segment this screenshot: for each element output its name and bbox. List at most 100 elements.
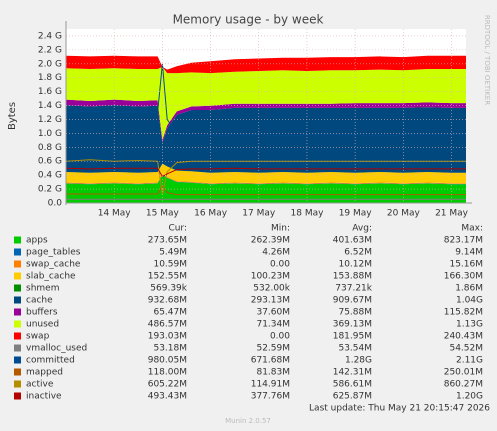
legend-stat: 980.05M <box>148 356 187 366</box>
legend-stat: 240.43M <box>444 332 483 342</box>
legend-stat: 53.18M <box>153 344 187 354</box>
x-tick-label: 18 May <box>291 209 325 219</box>
legend-label: active <box>26 380 54 390</box>
y-tick-label: 1.6 G <box>38 87 62 97</box>
legend-stat: 10.59M <box>153 260 187 270</box>
legend-stat: 142.31M <box>333 368 372 378</box>
legend-stat: 860.27M <box>444 380 483 390</box>
legend-stat: 569.39k <box>150 284 187 294</box>
y-tick-label: 1.8 G <box>38 73 62 83</box>
line <box>65 63 466 137</box>
legend-swatch <box>14 320 21 328</box>
x-tick-label: 15 May <box>146 209 180 219</box>
legend-stat: 532.00k <box>253 284 290 294</box>
legend-header: Max: <box>461 224 483 234</box>
y-axis-label: Bytes <box>7 102 18 130</box>
legend-header: Min: <box>271 224 290 234</box>
legend-label: swap <box>26 332 50 342</box>
area <box>66 105 466 173</box>
legend-stat: 671.68M <box>251 356 290 366</box>
legend-stat: 486.57M <box>148 320 187 330</box>
legend-stat: 52.59M <box>256 344 290 354</box>
legend-stat: 153.88M <box>333 272 372 282</box>
legend-swatch <box>14 296 21 304</box>
y-tick-label: 1.2 G <box>38 115 62 125</box>
y-tick-label: 2.2 G <box>38 45 62 55</box>
legend-stat: 1.04G <box>456 296 483 306</box>
legend-stat: 15.16M <box>449 260 483 270</box>
x-tick-label: 14 May <box>98 209 132 219</box>
area <box>66 66 466 140</box>
legend-stat: 118.00M <box>148 368 187 378</box>
area <box>66 175 466 203</box>
legend-stat: 54.52M <box>449 344 483 354</box>
x-tick-label: 20 May <box>387 209 421 219</box>
legend-stat: 37.60M <box>256 308 290 318</box>
area <box>66 55 466 74</box>
legend-header: Avg: <box>352 224 372 234</box>
legend-label: buffers <box>26 308 58 318</box>
legend-stat: 493.43M <box>148 392 187 402</box>
legend-swatch <box>14 272 21 280</box>
y-tick-label: 1.4 G <box>38 101 62 111</box>
legend-stat: 65.47M <box>153 308 187 318</box>
legend-label: committed <box>26 356 75 366</box>
line <box>66 184 466 196</box>
y-tick-label: 2.4 G <box>38 31 62 41</box>
legend-swatch <box>14 284 21 292</box>
y-tick-label: 1.0 G <box>38 129 62 139</box>
legend-stat: 250.01M <box>444 368 483 378</box>
y-tick-label: 0.6 G <box>38 157 62 167</box>
legend-stat: 10.12M <box>338 260 372 270</box>
legend-stat: 9.14M <box>455 248 483 258</box>
legend-stat: 909.67M <box>333 296 372 306</box>
legend-swatch <box>14 260 21 268</box>
legend-label: inactive <box>26 392 62 402</box>
legend-header: Cur: <box>168 224 187 234</box>
legend-stat: 152.55M <box>148 272 187 282</box>
legend-stat: 737.21k <box>335 284 372 294</box>
legend-label: page_tables <box>26 248 81 258</box>
legend-swatch <box>14 344 21 352</box>
legend-swatch <box>14 356 21 364</box>
legend-stat: 262.39M <box>251 236 290 246</box>
legend-stat: 4.26M <box>262 248 290 258</box>
legend-stat: 1.86M <box>455 284 483 294</box>
y-tick-label: 0.2 G <box>38 185 62 195</box>
area <box>66 163 466 184</box>
x-tick-label: 17 May <box>242 209 276 219</box>
legend-stat: 5.49M <box>159 248 187 258</box>
y-tick-label: 0.4 G <box>38 171 62 181</box>
legend-stat: 586.61M <box>333 380 372 390</box>
last-update: Last update: Thu May 21 20:15:47 2026 <box>309 404 490 414</box>
legend-stat: 166.30M <box>444 272 483 282</box>
legend-label: unused <box>26 320 59 330</box>
legend-swatch <box>14 236 21 244</box>
y-tick-label: 0.0 <box>48 199 63 209</box>
legend-stat: 0.00 <box>270 332 290 342</box>
legend-label: swap_cache <box>26 260 81 270</box>
legend-stat: 193.03M <box>148 332 187 342</box>
legend-stat: 53.54M <box>338 344 372 354</box>
legend-stat: 115.82M <box>444 308 483 318</box>
legend-stat: 181.95M <box>333 332 372 342</box>
legend-stat: 293.13M <box>251 296 290 306</box>
legend-stat: 100.23M <box>251 272 290 282</box>
legend-stat: 71.34M <box>256 320 290 330</box>
legend-label: mapped <box>26 368 63 378</box>
legend-stat: 401.63M <box>333 236 372 246</box>
y-tick-label: 0.8 G <box>38 143 62 153</box>
area <box>66 99 466 143</box>
legend-label: slab_cache <box>26 272 76 282</box>
legend-swatch <box>14 332 21 340</box>
legend-stat: 81.83M <box>256 368 290 378</box>
chart-title: Memory usage - by week <box>173 13 324 27</box>
y-tick-label: 2.0 G <box>38 59 62 69</box>
legend-swatch <box>14 248 21 256</box>
plot <box>65 55 466 203</box>
legend-stat: 273.65M <box>148 236 187 246</box>
watermark: RRDTOOL / TOBI OETIKER <box>483 15 491 105</box>
x-tick-label: 21 May <box>435 209 469 219</box>
x-tick-label: 16 May <box>194 209 228 219</box>
